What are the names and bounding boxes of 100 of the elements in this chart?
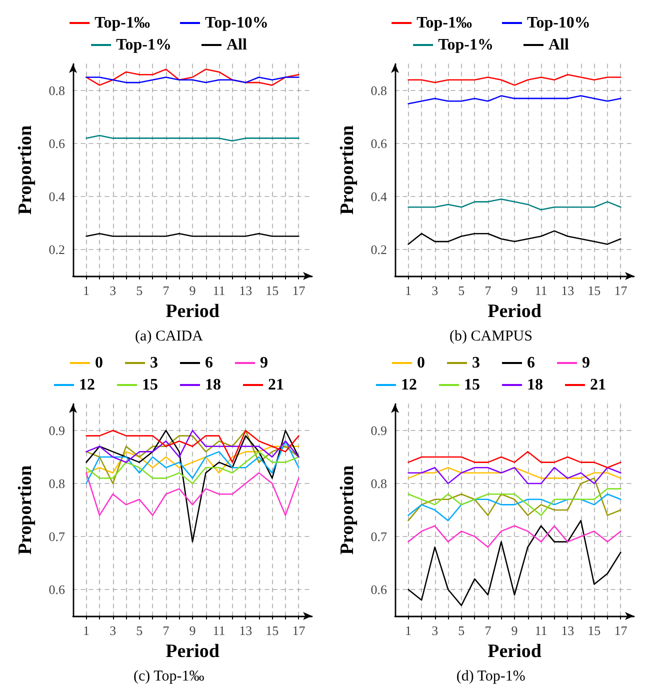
- legend-label: 12: [401, 376, 417, 394]
- y-tick-label: 0.8: [370, 83, 387, 98]
- text: (d) Top-1%: [456, 668, 526, 684]
- legend-label: All: [226, 36, 248, 54]
- legend-label: Top-1‰: [94, 14, 150, 32]
- y-tick-label: 0.4: [48, 189, 66, 204]
- legend-label: Top-1%: [116, 36, 172, 54]
- line-series: [86, 68, 300, 86]
- line-series: [408, 95, 622, 104]
- y-tick-label: 0.9: [370, 423, 387, 438]
- x-tick-label: 9: [511, 623, 518, 638]
- legend-label: 0: [417, 354, 425, 372]
- line-series: [408, 488, 622, 516]
- legend-label: 18: [527, 376, 543, 394]
- line-series: [408, 520, 622, 606]
- line-series: [408, 493, 622, 522]
- x-axis-title: Period: [488, 300, 542, 322]
- x-tick-label: 11: [534, 623, 548, 638]
- y-axis-title: Proportion: [337, 464, 358, 555]
- legend-label: Top-1‰: [416, 14, 472, 32]
- y-tick-label: 0.2: [370, 242, 387, 257]
- x-tick-label: 3: [110, 283, 116, 298]
- x-tick-label: 17: [292, 623, 306, 638]
- legend-label: 6: [205, 354, 213, 372]
- y-tick-label: 0.6: [370, 136, 388, 151]
- x-tick-label: 17: [614, 623, 628, 638]
- line-series: [86, 430, 300, 463]
- y-tick-label: 0.7: [370, 529, 388, 544]
- y-tick-label: 0.9: [48, 423, 65, 438]
- y-tick-label: 0.7: [48, 529, 66, 544]
- legend-label: Top-10%: [527, 14, 590, 32]
- x-tick-label: 1: [83, 283, 90, 298]
- y-axis-title: Proportion: [337, 124, 358, 215]
- x-tick-label: 15: [588, 283, 601, 298]
- legend-label: 12: [79, 376, 95, 394]
- legend-label: 9: [260, 354, 268, 372]
- legend-label: 0: [95, 354, 103, 372]
- line-series: [86, 472, 300, 516]
- x-axis-title: Period: [166, 640, 220, 662]
- x-tick-label: 7: [484, 283, 492, 298]
- y-tick-label: 0.4: [370, 189, 388, 204]
- x-tick-label: 1: [83, 623, 90, 638]
- legend-label: All: [548, 36, 570, 54]
- x-tick-label: 13: [561, 623, 574, 638]
- x-tick-label: 11: [212, 623, 226, 638]
- line-series: [408, 198, 622, 210]
- x-tick-label: 1: [405, 623, 412, 638]
- x-axis-title: Period: [166, 300, 220, 322]
- text: (b) CAMPUS: [450, 328, 532, 344]
- legend-label: 18: [205, 376, 221, 394]
- legend-label: 21: [268, 376, 284, 394]
- x-tick-label: 5: [458, 623, 465, 638]
- legend-label: Top-10%: [205, 14, 268, 32]
- x-tick-label: 5: [136, 283, 143, 298]
- x-axis-title: Period: [488, 640, 542, 662]
- x-tick-label: 3: [110, 623, 116, 638]
- x-tick-label: 15: [266, 283, 279, 298]
- text: (a) CAIDA: [135, 328, 204, 344]
- x-tick-label: 9: [189, 283, 196, 298]
- legend-label: 9: [582, 354, 590, 372]
- x-tick-label: 7: [162, 283, 170, 298]
- x-tick-label: 15: [266, 623, 279, 638]
- x-tick-label: 11: [534, 283, 548, 298]
- y-axis-title: Proportion: [15, 124, 36, 215]
- line-series: [86, 446, 300, 474]
- y-axis-title: Proportion: [15, 464, 36, 555]
- legend-label: 3: [472, 354, 480, 372]
- y-tick-label: 0.8: [48, 476, 65, 491]
- line-series: [408, 478, 622, 522]
- x-tick-label: 9: [189, 623, 196, 638]
- text: (c) Top-1‰: [133, 668, 204, 684]
- line-series: [408, 451, 622, 468]
- x-tick-label: 9: [511, 283, 518, 298]
- x-tick-label: 15: [588, 623, 601, 638]
- x-tick-label: 3: [432, 623, 438, 638]
- x-tick-label: 13: [561, 283, 574, 298]
- x-tick-label: 17: [292, 283, 306, 298]
- x-tick-label: 13: [239, 623, 252, 638]
- line-series: [86, 430, 300, 484]
- x-tick-label: 3: [432, 283, 438, 298]
- y-tick-label: 0.6: [48, 582, 66, 597]
- line-series: [408, 466, 622, 484]
- x-tick-label: 11: [212, 283, 226, 298]
- x-tick-label: 7: [162, 623, 170, 638]
- y-tick-label: 0.6: [370, 582, 388, 597]
- legend-label: 3: [150, 354, 158, 372]
- x-tick-label: 5: [136, 623, 143, 638]
- y-tick-label: 0.8: [48, 83, 65, 98]
- x-tick-label: 7: [484, 623, 492, 638]
- y-tick-label: 0.2: [48, 242, 65, 257]
- line-series: [86, 451, 300, 484]
- legend-label: 15: [142, 376, 158, 394]
- line-series: [408, 74, 622, 86]
- line-series: [408, 230, 622, 245]
- legend-label: 6: [527, 354, 535, 372]
- y-tick-label: 0.6: [48, 136, 66, 151]
- legend-label: 15: [464, 376, 480, 394]
- x-tick-label: 17: [614, 283, 628, 298]
- y-tick-label: 0.8: [370, 476, 387, 491]
- x-tick-label: 5: [458, 283, 465, 298]
